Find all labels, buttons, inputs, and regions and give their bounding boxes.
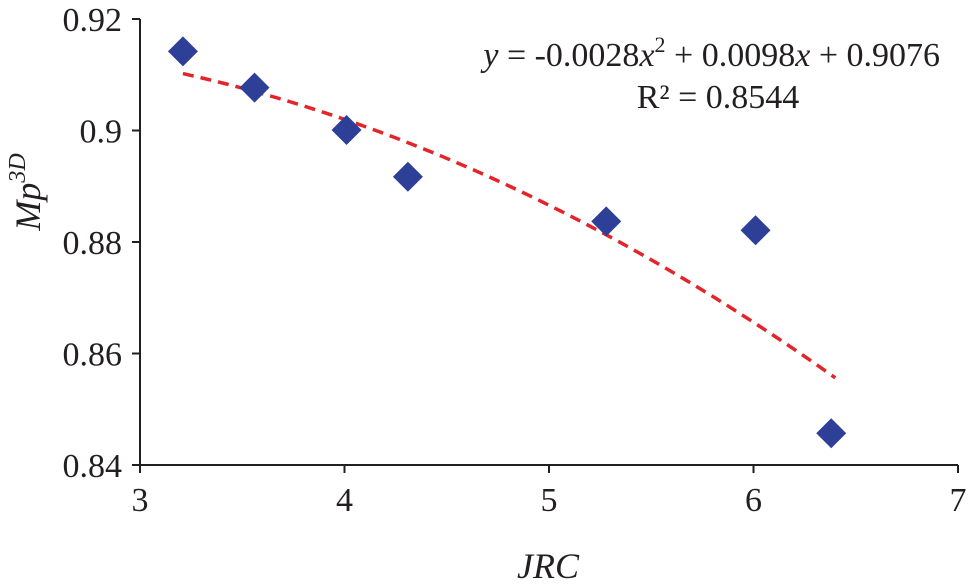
y-axis-title: Mp3D: [5, 153, 48, 231]
x-tick-label: 6: [745, 482, 762, 519]
y-tick-label: 0.88: [63, 225, 123, 262]
y-tick-label: 0.86: [63, 337, 123, 374]
x-tick-label: 3: [132, 482, 149, 519]
data-point: [591, 206, 622, 237]
data-point: [167, 36, 198, 67]
data-point: [392, 161, 423, 192]
y-tick-label: 0.9: [80, 114, 123, 151]
data-point: [239, 72, 270, 103]
data-points: [167, 36, 847, 449]
x-tick-label: 4: [336, 482, 353, 519]
x-axis-title: JRC: [517, 546, 580, 586]
x-tick-label: 5: [541, 482, 558, 519]
tick-labels: 3 4 5 6 7 0.84 0.86 0.88 0.9 0.92: [63, 2, 967, 519]
data-point: [816, 418, 847, 449]
y-tick-label: 0.84: [63, 448, 123, 485]
data-point: [331, 114, 362, 145]
axes: [132, 18, 959, 473]
trendline: [182, 71, 837, 380]
data-point: [740, 215, 771, 246]
x-tick-label: 7: [950, 482, 967, 519]
y-tick-label: 0.92: [63, 2, 123, 39]
r-squared-label: R² = 0.8544: [637, 79, 800, 116]
trendline-equation: y = -0.0028x2 + 0.0098x + 0.9076: [480, 32, 940, 74]
